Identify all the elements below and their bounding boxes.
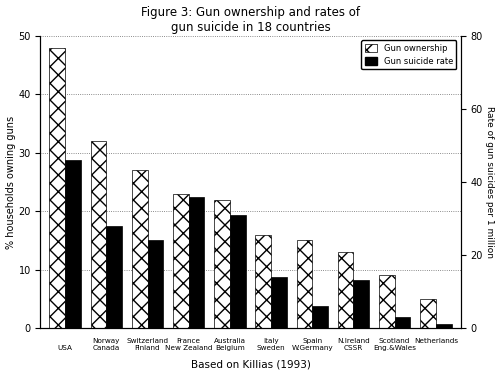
Bar <box>148 240 163 328</box>
Bar <box>354 280 369 328</box>
Bar <box>65 160 81 328</box>
Bar <box>132 170 148 328</box>
Bar <box>436 324 452 328</box>
Bar <box>256 234 271 328</box>
X-axis label: Based on Killias (1993): Based on Killias (1993) <box>190 360 310 369</box>
Legend: Gun ownership, Gun suicide rate: Gun ownership, Gun suicide rate <box>361 40 456 69</box>
Bar <box>338 252 353 328</box>
Bar <box>173 194 188 328</box>
Y-axis label: % households owning guns: % households owning guns <box>6 116 16 249</box>
Y-axis label: Rate of gun suicides per 1 million: Rate of gun suicides per 1 million <box>486 106 494 258</box>
Bar <box>90 141 106 328</box>
Bar <box>106 226 122 328</box>
Bar <box>296 240 312 328</box>
Bar <box>312 306 328 328</box>
Bar <box>214 200 230 328</box>
Bar <box>230 215 246 328</box>
Bar <box>50 48 65 328</box>
Bar <box>394 317 410 328</box>
Bar <box>271 277 286 328</box>
Bar <box>188 196 204 328</box>
Bar <box>379 275 394 328</box>
Bar <box>420 299 436 328</box>
Title: Figure 3: Gun ownership and rates of
gun suicide in 18 countries: Figure 3: Gun ownership and rates of gun… <box>141 6 360 33</box>
